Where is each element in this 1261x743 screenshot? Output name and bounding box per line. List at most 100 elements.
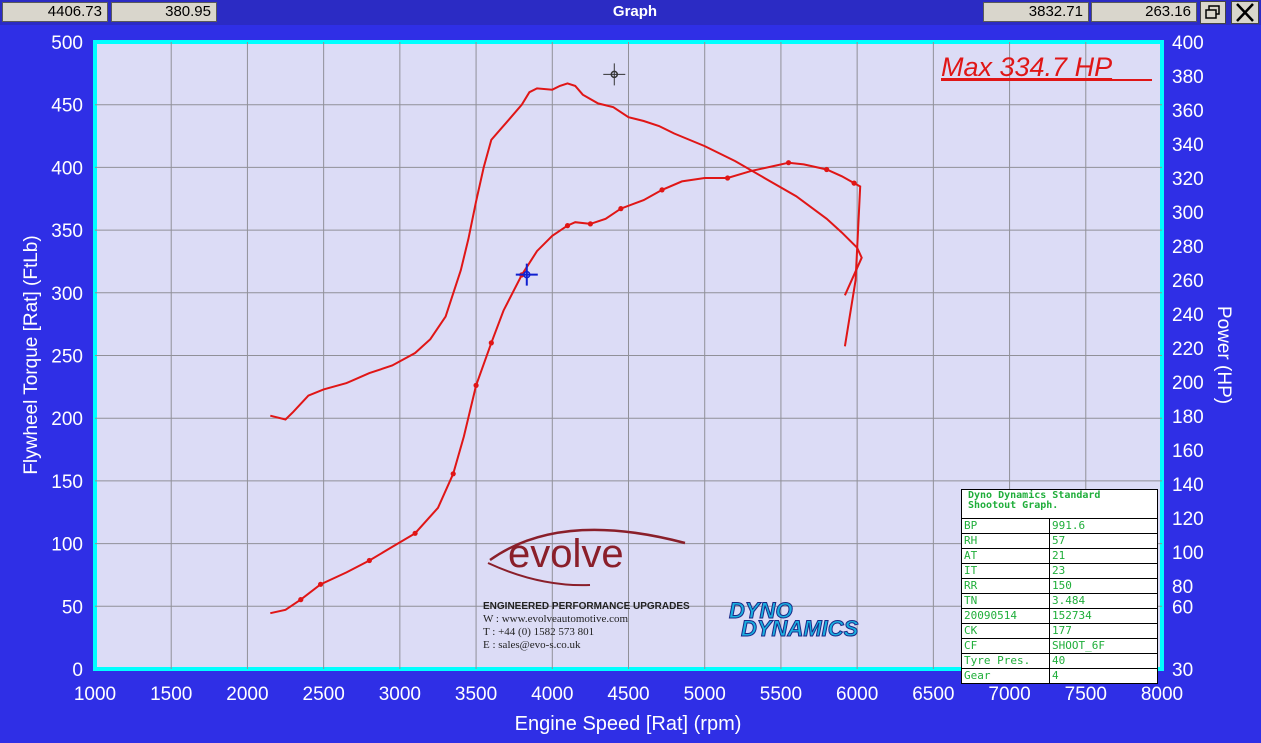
x-tick-label: 6000 [836, 684, 878, 705]
info-table-value: 23 [1052, 564, 1066, 577]
x-tick-labels: 1000 1500 2000 2500 3000 3500 4000 4500 5000 5500… [74, 684, 1183, 705]
info-table-value: SHOOT_6F [1052, 639, 1105, 652]
x-axis-label: Engine Speed [Rat] (rpm) [515, 713, 742, 735]
info-table-key: Gear [962, 669, 1050, 683]
curves [270, 82, 863, 615]
y2-tick-label: 180 [1172, 407, 1204, 428]
y-tick-label: 200 [51, 409, 83, 430]
x-tick-label: 1000 [74, 684, 116, 705]
evolve-web: W : www.evolveautomotive.com [483, 613, 629, 625]
info-table-value: 21 [1052, 549, 1066, 562]
torque-curve [270, 82, 863, 421]
close-icon[interactable] [1231, 1, 1259, 24]
power-data-point [587, 221, 593, 227]
x-tick-label: 3500 [455, 684, 497, 705]
x-tick-label: 4500 [607, 684, 649, 705]
power-data-point [366, 557, 372, 564]
info-table-value: 177 [1052, 624, 1072, 637]
y2-tick-label: 280 [1172, 237, 1204, 258]
y2-tick-label: 340 [1172, 135, 1204, 156]
info-table-row: TN 3.484 [962, 594, 1157, 609]
info-table-key: Tyre Pres. [962, 654, 1050, 668]
y2-tick-label: 80 [1172, 577, 1193, 598]
power-curve [270, 161, 862, 615]
x-tick-label: 5000 [684, 684, 726, 705]
dyno-logo-line1: DYNO [729, 598, 793, 623]
y2-tick-label: 260 [1172, 271, 1204, 292]
info-table-key: CK [962, 624, 1050, 638]
info-table-value: 4 [1052, 669, 1059, 682]
cursor-readout-x-1: 4406.73 [2, 2, 108, 22]
power-data-point [564, 223, 571, 229]
evolve-email: E : sales@evo-s.co.uk [483, 639, 581, 651]
shootout-info-table: Dyno Dynamics Standard Shootout Graph. B… [961, 489, 1158, 684]
y-tick-labels: 0 50 100 150 200 250 300 350 400 450 500 [51, 33, 83, 681]
y2-axis-label: Power (HP) [1213, 306, 1234, 404]
y2-tick-label: 400 [1172, 33, 1204, 54]
y-axis-label: Flywheel Torque [Rat] (FtLb) [21, 235, 42, 474]
info-table-key: RR [962, 579, 1050, 593]
info-table-value: 152734 [1052, 609, 1092, 622]
cursor-center [523, 270, 531, 279]
info-table-key: 20090514 [962, 609, 1050, 623]
info-table-row: IT 23 [962, 564, 1157, 579]
y-tick-label: 250 [51, 347, 83, 368]
y2-tick-label: 100 [1172, 543, 1204, 564]
y2-tick-label: 30 [1172, 660, 1193, 681]
x-tick-label: 5500 [760, 684, 802, 705]
info-table-row: AT 21 [962, 549, 1157, 564]
info-table-value: 991.6 [1052, 519, 1086, 532]
info-table-row: RR 150 [962, 579, 1157, 594]
y-tick-label: 450 [51, 96, 83, 117]
cursor-readout-y-2: 263.16 [1091, 2, 1197, 22]
power-data-point [412, 530, 418, 536]
y2-tick-label: 380 [1172, 67, 1204, 88]
dyno-dynamics-logo: DYNO DYNAMICS [729, 598, 860, 642]
restore-window-icon[interactable] [1200, 1, 1226, 24]
power-data-point [824, 166, 830, 173]
x-tick-label: 7500 [1065, 684, 1107, 705]
info-table-row: Gear 4 [962, 669, 1157, 683]
y-tick-label: 100 [51, 535, 83, 556]
info-table-key: BP [962, 519, 1050, 533]
info-table-row: RH 57 [962, 534, 1157, 549]
y2-tick-label: 60 [1172, 597, 1193, 618]
power-data-point [488, 340, 494, 346]
y2-tick-label: 360 [1172, 101, 1204, 122]
evolve-logo: evolve [487, 528, 686, 587]
cursors [515, 63, 626, 286]
x-tick-label: 2000 [226, 684, 268, 705]
y-tick-label: 50 [62, 597, 83, 618]
info-table-key: AT [962, 549, 1050, 563]
info-table-key: IT [962, 564, 1050, 578]
power-data-point [724, 175, 731, 181]
y2-tick-label: 220 [1172, 339, 1204, 360]
cursor-center [610, 70, 619, 79]
dyno-logo-line2: DYNAMICS [741, 616, 859, 641]
y2-tick-label: 140 [1172, 475, 1204, 496]
info-table-header: Dyno Dynamics Standard Shootout Graph. [962, 490, 1157, 519]
info-table-value: 40 [1052, 654, 1066, 667]
cursor-readout-y-1: 380.95 [111, 2, 217, 22]
info-table-row: 20090514 152734 [962, 609, 1157, 624]
info-table-row: BP 991.6 [962, 519, 1157, 534]
y-tick-label: 300 [51, 284, 83, 305]
info-table-value: 150 [1052, 579, 1072, 592]
power-data-point [659, 187, 665, 193]
x-tick-label: 8000 [1141, 684, 1183, 705]
y2-tick-label: 320 [1172, 169, 1204, 190]
evolve-tel: T : +44 (0) 1582 573 801 [483, 626, 595, 638]
info-table-value: 3.484 [1052, 594, 1086, 607]
x-tick-label: 6500 [912, 684, 954, 705]
y2-tick-label: 240 [1172, 305, 1204, 326]
x-tick-label: 2500 [303, 684, 345, 705]
info-table-row: CF SHOOT_6F [962, 639, 1157, 654]
y-tick-label: 350 [51, 221, 83, 242]
x-tick-label: 1500 [150, 684, 192, 705]
y2-tick-label: 200 [1172, 373, 1204, 394]
cursor-readout-x-2: 3832.71 [983, 2, 1089, 22]
evolve-contact: ENGINEERED PERFORMANCE UPGRADES W : www.… [483, 600, 690, 652]
info-table-value: 57 [1052, 534, 1066, 547]
x-tick-label: 4000 [531, 684, 573, 705]
